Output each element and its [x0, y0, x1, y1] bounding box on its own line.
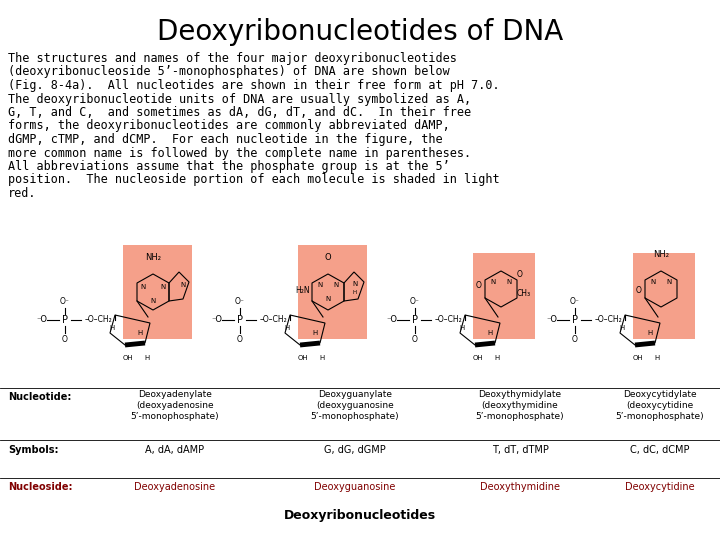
Text: O: O — [572, 335, 578, 344]
Text: N: N — [333, 282, 338, 288]
Text: OH: OH — [633, 355, 643, 361]
Text: H: H — [145, 355, 150, 361]
Text: Deoxycytidylate
(deoxycytidine
5’-monophosphate): Deoxycytidylate (deoxycytidine 5’-monoph… — [616, 390, 704, 421]
Text: H: H — [320, 355, 325, 361]
Text: –O–CH₂: –O–CH₂ — [85, 315, 113, 325]
Text: position.  The nucleoside portion of each molecule is shaded in light: position. The nucleoside portion of each… — [8, 173, 500, 186]
FancyBboxPatch shape — [473, 253, 535, 339]
Text: O: O — [237, 335, 243, 344]
Text: Deoxyribonucleotides: Deoxyribonucleotides — [284, 509, 436, 522]
Text: P: P — [412, 315, 418, 325]
Text: Deoxythymidylate
(deoxythymidine
5’-monophosphate): Deoxythymidylate (deoxythymidine 5’-mono… — [476, 390, 564, 421]
Text: O: O — [635, 286, 641, 295]
Text: H: H — [138, 330, 143, 336]
Text: N: N — [181, 282, 186, 288]
Text: H: H — [654, 355, 660, 361]
Text: Deoxyguanylate
(deoxyguanosine
5’-monophosphate): Deoxyguanylate (deoxyguanosine 5’-monoph… — [311, 390, 400, 421]
Text: Symbols:: Symbols: — [8, 445, 58, 455]
Text: H: H — [109, 325, 114, 331]
Text: O⁻: O⁻ — [570, 297, 580, 306]
Text: (Fig. 8-4a).  All nucleotides are shown in their free form at pH 7.0.: (Fig. 8-4a). All nucleotides are shown i… — [8, 79, 500, 92]
Text: H: H — [647, 330, 652, 336]
Text: P: P — [572, 315, 578, 325]
Text: H: H — [353, 289, 357, 294]
Text: forms, the deoxyribonucleotides are commonly abbreviated dAMP,: forms, the deoxyribonucleotides are comm… — [8, 119, 450, 132]
Text: –O–CH₂: –O–CH₂ — [595, 315, 623, 325]
Text: ⁻O: ⁻O — [386, 315, 397, 325]
Text: Nucleotide:: Nucleotide: — [8, 392, 71, 402]
Text: N: N — [140, 284, 145, 289]
Text: O⁻: O⁻ — [410, 297, 420, 306]
Text: N: N — [352, 281, 358, 287]
Text: N: N — [318, 282, 323, 288]
Text: C, dC, dCMP: C, dC, dCMP — [630, 445, 690, 455]
Text: Deoxyadenylate
(deoxyadenosine
5’-monophosphate): Deoxyadenylate (deoxyadenosine 5’-monoph… — [131, 390, 220, 421]
Text: Deoxyguanosine: Deoxyguanosine — [315, 482, 396, 492]
Text: H₂N: H₂N — [295, 286, 310, 295]
Text: NH₂: NH₂ — [145, 253, 161, 262]
Text: (deoxyribonucleoside 5’-monophosphates) of DNA are shown below: (deoxyribonucleoside 5’-monophosphates) … — [8, 65, 450, 78]
Text: N: N — [161, 284, 166, 289]
Text: ⁻O: ⁻O — [546, 315, 557, 325]
Text: Deoxyribonucleotides of DNA: Deoxyribonucleotides of DNA — [157, 18, 563, 46]
Text: O: O — [62, 335, 68, 344]
Text: G, T, and C,  and sometimes as dA, dG, dT, and dC.  In their free: G, T, and C, and sometimes as dA, dG, dT… — [8, 106, 471, 119]
FancyBboxPatch shape — [633, 253, 695, 339]
Text: O: O — [412, 335, 418, 344]
Text: N: N — [150, 298, 156, 304]
Text: N: N — [490, 279, 495, 285]
Text: O: O — [475, 281, 481, 290]
Text: H: H — [284, 325, 289, 331]
Text: O⁻: O⁻ — [235, 297, 245, 306]
Text: ⁻O: ⁻O — [211, 315, 222, 325]
Text: –O–CH₂: –O–CH₂ — [260, 315, 288, 325]
Text: P: P — [237, 315, 243, 325]
Text: A, dA, dAMP: A, dA, dAMP — [145, 445, 204, 455]
Text: All abbreviations assume that the phosphate group is at the 5’: All abbreviations assume that the phosph… — [8, 160, 450, 173]
Text: N: N — [667, 279, 672, 285]
Text: OH: OH — [297, 355, 308, 361]
Text: H: H — [459, 325, 464, 331]
Text: N: N — [325, 296, 330, 302]
Text: N: N — [650, 279, 656, 285]
Text: G, dG, dGMP: G, dG, dGMP — [324, 445, 386, 455]
Text: more common name is followed by the complete name in parentheses.: more common name is followed by the comp… — [8, 146, 471, 159]
Text: The structures and names of the four major deoxyribonucleotides: The structures and names of the four maj… — [8, 52, 457, 65]
Text: Deoxythymidine: Deoxythymidine — [480, 482, 560, 492]
Text: P: P — [62, 315, 68, 325]
Text: Deoxycytidine: Deoxycytidine — [625, 482, 695, 492]
Text: Deoxyadenosine: Deoxyadenosine — [135, 482, 215, 492]
Text: OH: OH — [473, 355, 483, 361]
Text: T, dT, dTMP: T, dT, dTMP — [492, 445, 549, 455]
Text: ⁻O: ⁻O — [36, 315, 47, 325]
FancyBboxPatch shape — [298, 245, 367, 339]
FancyBboxPatch shape — [123, 245, 192, 339]
Text: H: H — [312, 330, 318, 336]
Text: OH: OH — [122, 355, 133, 361]
Text: The deoxyribonucleotide units of DNA are usually symbolized as A,: The deoxyribonucleotide units of DNA are… — [8, 92, 471, 105]
Text: –O–CH₂: –O–CH₂ — [435, 315, 463, 325]
Text: O⁻: O⁻ — [60, 297, 70, 306]
Text: N: N — [506, 279, 512, 285]
Text: NH₂: NH₂ — [653, 250, 669, 259]
Text: H: H — [487, 330, 492, 336]
Text: H: H — [619, 325, 625, 331]
Text: CH₃: CH₃ — [517, 288, 531, 298]
Text: Nucleoside:: Nucleoside: — [8, 482, 73, 492]
Text: O: O — [325, 253, 331, 262]
Text: red.: red. — [8, 187, 37, 200]
Text: dGMP, cTMP, and dCMP.  For each nucleotide in the figure, the: dGMP, cTMP, and dCMP. For each nucleotid… — [8, 133, 443, 146]
Text: H: H — [495, 355, 500, 361]
Text: O: O — [517, 270, 523, 279]
